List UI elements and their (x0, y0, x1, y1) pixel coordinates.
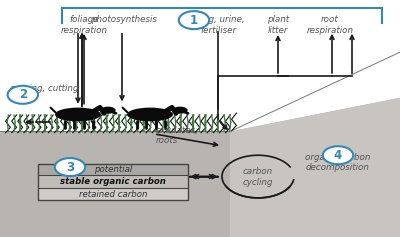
Ellipse shape (100, 107, 116, 114)
Ellipse shape (172, 107, 188, 114)
Text: potential: potential (94, 165, 132, 174)
Text: organic carbon
decomposition: organic carbon decomposition (305, 153, 371, 172)
Text: retained carbon: retained carbon (79, 190, 147, 199)
Text: stable organic carbon: stable organic carbon (60, 177, 166, 186)
Text: dung, urine,
fertiliser: dung, urine, fertiliser (192, 15, 244, 35)
Bar (38, 175, 188, 188)
Circle shape (179, 11, 209, 29)
Text: photosynthesis: photosynthesis (91, 15, 157, 24)
Text: root
respiration: root respiration (306, 15, 354, 35)
Text: 2: 2 (19, 88, 27, 101)
Polygon shape (0, 98, 400, 237)
Circle shape (323, 146, 353, 164)
Bar (38, 188, 188, 200)
Polygon shape (230, 98, 400, 237)
Circle shape (8, 86, 38, 104)
Circle shape (55, 158, 85, 176)
Ellipse shape (127, 108, 173, 121)
Text: grazing, cutting: grazing, cutting (10, 84, 78, 93)
Text: carbon
cycling: carbon cycling (243, 167, 273, 187)
Bar (38, 164, 188, 175)
Text: plant
litter: plant litter (267, 15, 289, 35)
Text: 4: 4 (334, 149, 342, 162)
Text: foliage
respiration: foliage respiration (60, 15, 108, 35)
Bar (38, 164, 188, 200)
Text: 3: 3 (66, 161, 74, 173)
Ellipse shape (55, 108, 101, 121)
Text: exudates,
roots: exudates, roots (156, 126, 199, 145)
Text: 1: 1 (190, 14, 198, 27)
